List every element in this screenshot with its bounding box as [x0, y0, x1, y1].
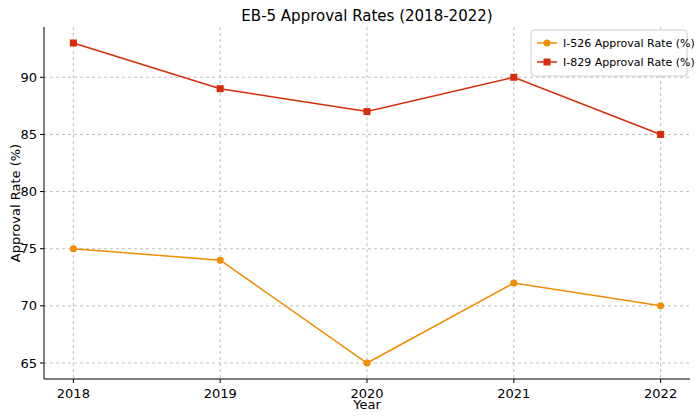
x-tick [220, 379, 221, 383]
data-point [657, 302, 664, 309]
x-tick [73, 379, 74, 383]
data-point [364, 108, 371, 115]
x-axis-label: Year [352, 397, 381, 412]
y-tick [40, 248, 44, 249]
y-grid-line [44, 134, 690, 135]
y-tick [40, 305, 44, 306]
data-point [657, 131, 664, 138]
data-point [217, 85, 224, 92]
x-grid-line [220, 27, 221, 379]
x-tick [367, 379, 368, 383]
data-point [510, 74, 517, 81]
legend: I-526 Approval Rate (%) I-829 Approval Ra… [531, 30, 695, 76]
x-tick-label: 2018 [57, 386, 90, 401]
chart-title: EB-5 Approval Rates (2018-2022) [241, 7, 492, 25]
data-point [364, 360, 371, 367]
x-grid-line [660, 27, 661, 379]
legend-marker [544, 59, 551, 66]
x-tick-label: 2019 [204, 386, 237, 401]
y-tick [40, 191, 44, 192]
series-line [73, 249, 660, 363]
y-tick [40, 134, 44, 135]
y-tick [40, 77, 44, 78]
legend-label: I-829 Approval Rate (%) [563, 56, 695, 69]
y-tick-label: 65 [20, 356, 37, 371]
x-tick [513, 379, 514, 383]
x-tick-label: 2022 [644, 386, 677, 401]
legend-marker [544, 40, 551, 47]
y-tick-label: 90 [20, 70, 37, 85]
y-axis-line [44, 27, 45, 379]
chart: 65707580859020182019202020212022EB-5 App… [0, 0, 700, 420]
x-grid-line [367, 27, 368, 379]
data-point [70, 245, 77, 252]
x-grid-line [73, 27, 74, 379]
legend-label: I-526 Approval Rate (%) [563, 37, 695, 50]
x-tick [660, 379, 661, 383]
y-axis-label: Approval Rate (%) [8, 144, 23, 262]
data-point [70, 40, 77, 47]
plot-area [70, 40, 664, 367]
data-point [510, 280, 517, 287]
x-tick-label: 2021 [497, 386, 530, 401]
y-tick [40, 363, 44, 364]
y-tick-label: 70 [20, 298, 37, 313]
y-tick-label: 85 [20, 127, 37, 142]
data-point [217, 257, 224, 264]
